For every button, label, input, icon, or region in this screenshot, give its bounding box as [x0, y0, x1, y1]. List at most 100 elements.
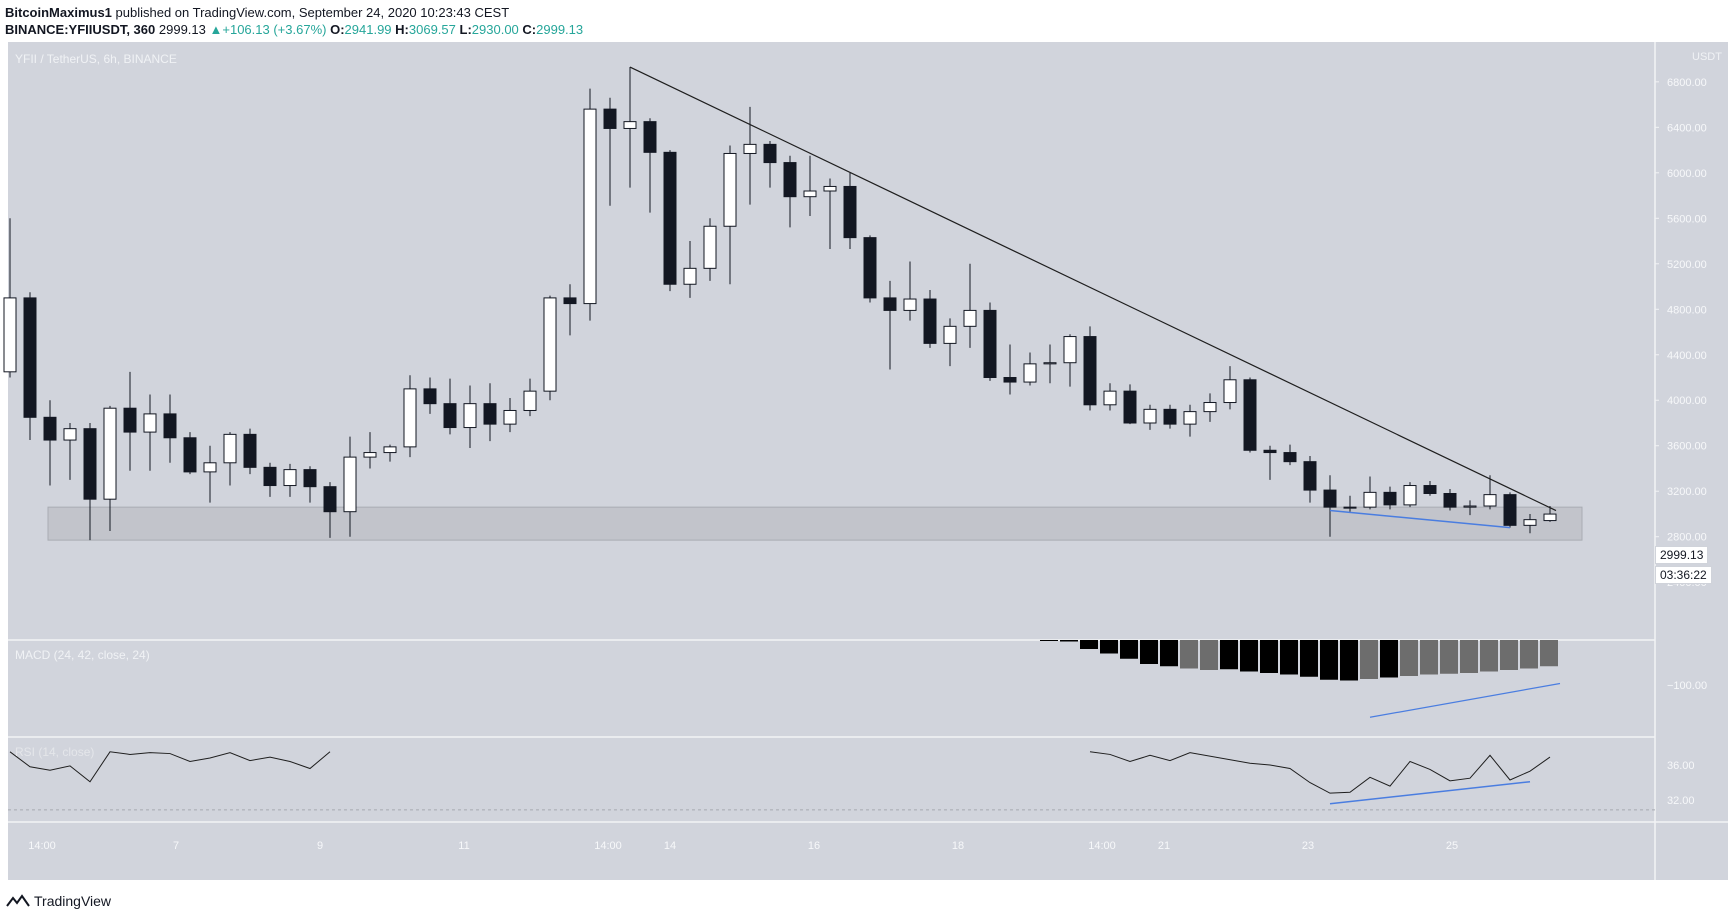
macd-tick-label: −100.00	[1667, 680, 1707, 692]
candle-body-down	[1083, 336, 1097, 406]
candle-body-down	[23, 297, 37, 418]
macd-bar	[1340, 640, 1358, 681]
candle-body-down	[43, 416, 57, 441]
price-tick-label: 5200.00	[1667, 259, 1707, 271]
candle	[1083, 326, 1097, 411]
candle-body-down	[1323, 489, 1337, 508]
candle-body-up	[1363, 491, 1377, 508]
candle	[223, 432, 237, 486]
candle	[1363, 476, 1377, 510]
candle	[103, 405, 117, 532]
tradingview-logo[interactable]: TradingView	[6, 893, 111, 909]
candle	[563, 284, 577, 336]
candle-body-down	[1163, 408, 1177, 425]
candle-body-down	[163, 413, 177, 439]
candle	[1063, 334, 1077, 387]
macd-bar	[1180, 640, 1198, 669]
candle-body-up	[803, 190, 817, 198]
price-tick-label: 5600.00	[1667, 213, 1707, 225]
price-tick-label: 6000.00	[1667, 168, 1707, 180]
candle	[1203, 393, 1217, 422]
candle	[523, 378, 537, 417]
rsi-pane-legend[interactable]: RSI (14, close)	[15, 745, 95, 759]
candle-body-up	[823, 185, 837, 192]
macd-bar	[1240, 640, 1258, 672]
candle-body-down	[483, 403, 497, 425]
price-change: +106.13 (+3.67%)	[222, 22, 327, 37]
candle	[1243, 377, 1257, 453]
candle-body-down	[763, 143, 777, 164]
candle-body-up	[1043, 362, 1057, 365]
candle	[1183, 404, 1197, 437]
candle	[883, 280, 897, 370]
candle	[423, 377, 437, 414]
candle	[823, 178, 837, 250]
candle-body-up	[743, 143, 757, 154]
candle	[1523, 513, 1537, 534]
high-label: H:	[395, 22, 409, 37]
time-tick-label: 9	[317, 840, 323, 852]
candle	[163, 394, 177, 463]
time-axis-background	[8, 822, 1655, 880]
chart-header: BitcoinMaximus1 published on TradingView…	[0, 0, 1728, 42]
candle-body-up	[403, 388, 417, 448]
rsi-tick-label: 32.00	[1667, 795, 1695, 807]
candle	[83, 422, 97, 541]
price-tick-label: 3600.00	[1667, 441, 1707, 453]
candle-body-up	[3, 297, 17, 373]
candle-body-up	[1463, 505, 1477, 508]
candle	[1383, 486, 1397, 510]
macd-bar	[1540, 640, 1558, 667]
candle	[1303, 455, 1317, 503]
candle-body-up	[463, 403, 477, 429]
main-pane-legend[interactable]: YFII / TetherUS, 6h, BINANCE	[15, 52, 177, 66]
candle	[983, 302, 997, 381]
time-tick-label: 14:00	[28, 840, 56, 852]
candle	[1023, 352, 1037, 386]
macd-bar	[1260, 640, 1278, 673]
author-name[interactable]: BitcoinMaximus1	[5, 5, 112, 20]
macd-pane-legend[interactable]: MACD (24, 42, close, 24)	[15, 648, 150, 662]
candle-body-down	[443, 403, 457, 429]
candle	[23, 292, 37, 441]
candle	[663, 150, 677, 292]
candle	[363, 432, 377, 469]
candle	[443, 378, 457, 435]
candle	[1503, 492, 1517, 528]
candle	[623, 67, 637, 188]
price-tick-label: 6800.00	[1667, 77, 1707, 89]
candle-body-down	[1123, 390, 1137, 424]
macd-bar	[1160, 640, 1178, 667]
candle-body-up	[1223, 379, 1237, 404]
footer: TradingView	[0, 888, 1728, 918]
candle-body-down	[863, 237, 877, 299]
time-tick-label: 25	[1446, 840, 1458, 852]
macd-bar	[1040, 640, 1058, 641]
time-tick-label: 7	[173, 840, 179, 852]
support-zone	[47, 506, 1583, 541]
time-tick-label: 18	[952, 840, 964, 852]
chart-canvas[interactable]: 2400.002800.003200.003600.004000.004400.…	[0, 42, 1728, 888]
macd-bar	[1100, 640, 1118, 654]
candle	[1123, 384, 1137, 425]
candle-body-up	[1143, 408, 1157, 424]
candle	[1423, 480, 1437, 496]
candle-body-up	[543, 297, 557, 392]
candle	[743, 106, 757, 205]
candle	[1343, 495, 1357, 512]
rsi-line	[1089, 751, 1551, 794]
candle-body-down	[1243, 379, 1257, 451]
candle-body-down	[1423, 485, 1437, 494]
candle-body-down	[263, 466, 277, 487]
candle	[963, 263, 977, 348]
tradingview-logo-text: TradingView	[34, 893, 112, 909]
open-label: O:	[330, 22, 345, 37]
candle	[463, 385, 477, 449]
candle	[863, 235, 877, 303]
candle-body-up	[1483, 494, 1497, 507]
candle-body-down	[303, 469, 317, 488]
time-tick-label: 16	[808, 840, 820, 852]
low-label: L:	[459, 22, 472, 37]
candle-body-up	[283, 469, 297, 487]
candle-body-up	[903, 298, 917, 311]
